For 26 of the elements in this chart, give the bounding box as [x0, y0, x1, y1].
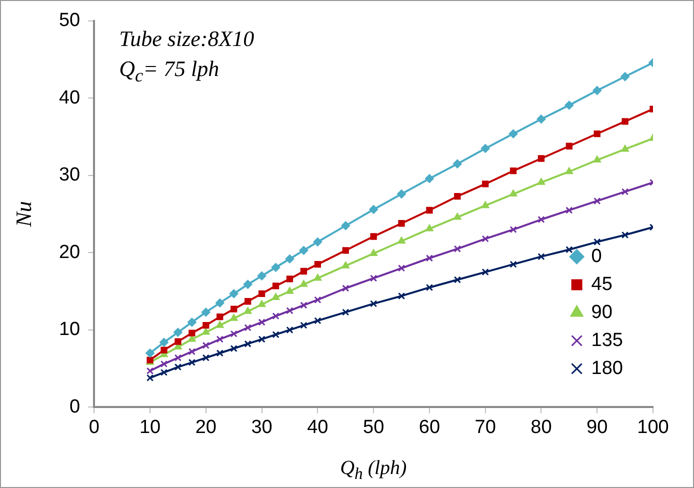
- x-tick-label: 0: [88, 416, 100, 438]
- legend-label: 0: [591, 246, 602, 267]
- x-tick-label: 20: [195, 416, 216, 438]
- y-tick-label: 0: [70, 396, 80, 418]
- x-tick-label: 30: [251, 416, 272, 438]
- annotation: Tube size:8X10: [119, 26, 254, 52]
- x-tick-label: 40: [307, 416, 328, 438]
- legend-label: 90: [591, 302, 612, 323]
- annotation: Q$_{c}$= 75 lph: [119, 56, 220, 86]
- x-tick-label: 70: [474, 416, 496, 438]
- x-tick-label: 10: [139, 416, 161, 438]
- x-tick-label: 100: [637, 416, 669, 438]
- y-tick-label: 30: [58, 164, 80, 186]
- y-tick-label: 20: [58, 242, 80, 263]
- legend-label: 135: [591, 330, 623, 351]
- x-tick-label: 50: [362, 416, 384, 438]
- y-tick-label: 40: [58, 87, 80, 108]
- x-tick-label: 80: [530, 416, 552, 438]
- y-tick-label: 10: [58, 319, 80, 340]
- y-axis-title: Nu: [10, 201, 37, 227]
- legend-label: 45: [591, 274, 612, 295]
- x-axis-title: Q$_{h}$ (lph): [340, 457, 407, 484]
- y-tick-label: 50: [58, 10, 80, 32]
- x-tick-label: 90: [586, 416, 608, 438]
- legend-label: 180: [591, 358, 623, 379]
- x-tick-label: 60: [418, 416, 440, 438]
